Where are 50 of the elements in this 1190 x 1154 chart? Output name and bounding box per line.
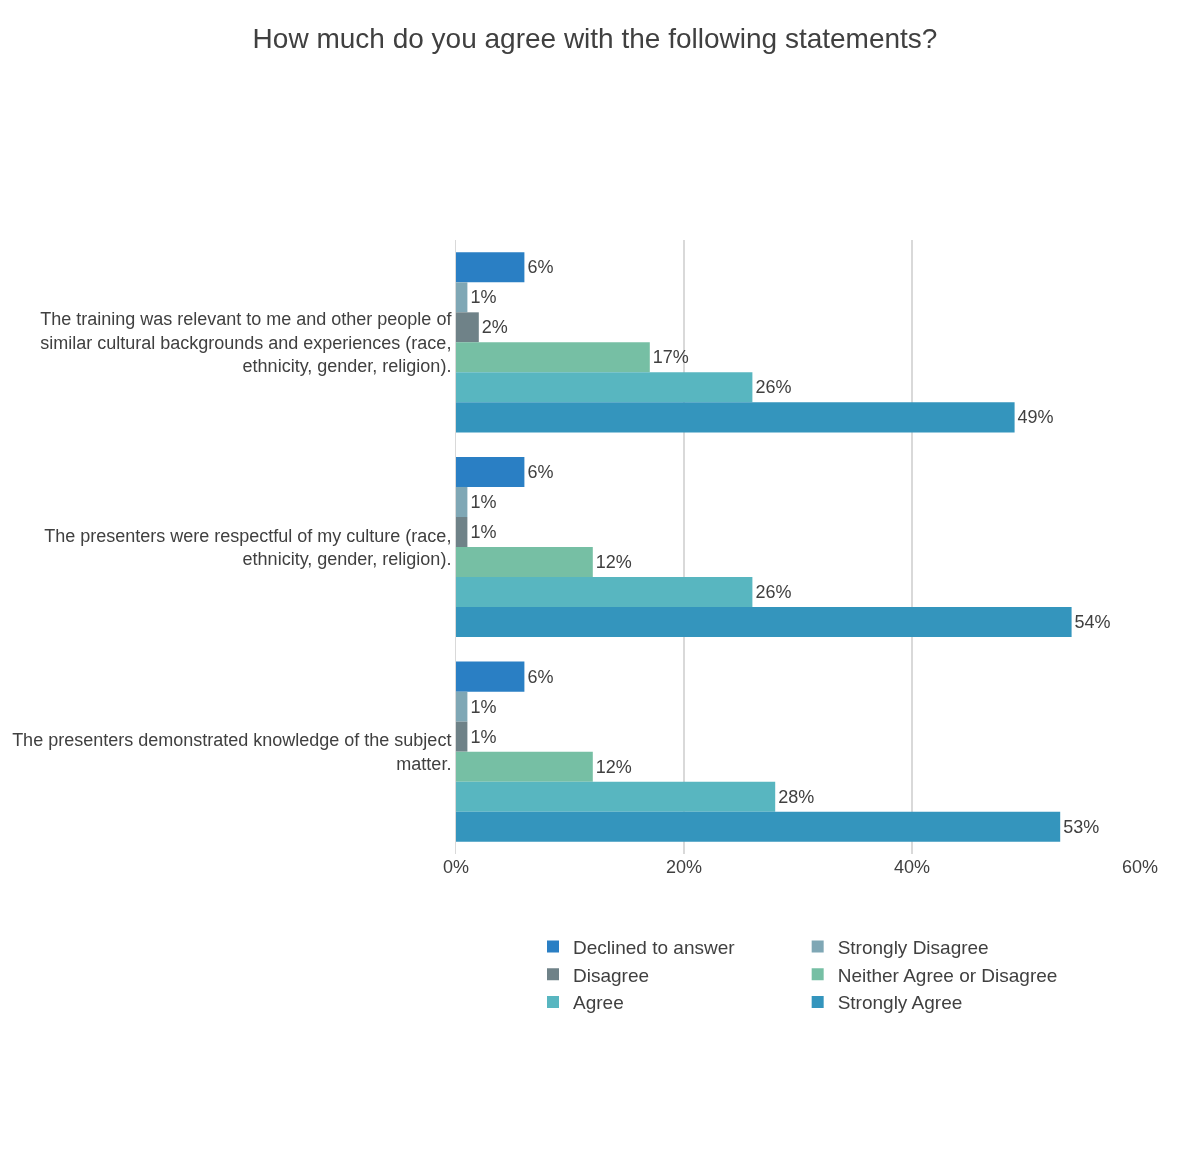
legend-label: Strongly Agree xyxy=(837,992,963,1014)
y-tick-label: The training was relevant to me and other people of similar cultural backgrounds and experiences (race, ethnicity, gender, religion). xyxy=(40,309,453,377)
bar xyxy=(456,282,468,313)
bar xyxy=(456,751,593,782)
data-label: 53% xyxy=(1063,816,1100,837)
bar xyxy=(456,607,1072,638)
bar xyxy=(456,516,468,547)
legend-label: Declined to answer xyxy=(573,936,736,958)
legend-label: Agree xyxy=(573,992,624,1014)
bar xyxy=(456,577,753,608)
y-tick-label: The presenters demonstrated knowledge of the subject matter. xyxy=(12,730,452,774)
data-label: 12% xyxy=(595,552,632,573)
bar xyxy=(456,661,525,692)
x-tick-label: 0% xyxy=(442,857,470,877)
data-label: 1% xyxy=(470,491,497,512)
chart-title: How much do you agree with the following statements? xyxy=(252,23,938,55)
bar xyxy=(456,456,525,487)
bar xyxy=(456,811,1061,842)
data-label: 2% xyxy=(481,317,508,338)
data-label: 49% xyxy=(1017,407,1054,428)
data-label: 1% xyxy=(470,287,497,308)
x-tick-label: 60% xyxy=(1121,857,1159,877)
bar xyxy=(456,342,650,373)
bar xyxy=(456,547,593,578)
data-label: 1% xyxy=(470,696,497,717)
data-label: 26% xyxy=(755,582,792,603)
legend-label: Disagree xyxy=(573,964,650,986)
data-label: 6% xyxy=(527,461,554,482)
data-label: 1% xyxy=(470,726,497,747)
bar xyxy=(456,721,468,752)
data-label: 54% xyxy=(1074,612,1111,633)
bar xyxy=(456,252,525,283)
data-label: 12% xyxy=(595,756,632,777)
data-label: 6% xyxy=(527,666,554,687)
data-label: 26% xyxy=(755,377,792,398)
legend-label: Neither Agree or Disagree xyxy=(837,964,1058,986)
bar xyxy=(456,372,753,403)
bar xyxy=(456,781,776,812)
x-tick-label: 20% xyxy=(665,857,703,877)
bar xyxy=(456,312,479,343)
legend-label: Strongly Disagree xyxy=(837,936,989,958)
y-tick-label: The presenters were respectful of my culture (race, ethnicity, gender, religion). xyxy=(44,525,452,569)
data-label: 17% xyxy=(652,347,689,368)
data-label: 28% xyxy=(778,786,815,807)
bar xyxy=(456,402,1015,433)
x-tick-label: 40% xyxy=(893,857,931,877)
data-label: 6% xyxy=(527,257,554,278)
data-label: 1% xyxy=(470,521,497,542)
bar xyxy=(456,486,468,517)
bar xyxy=(456,691,468,722)
